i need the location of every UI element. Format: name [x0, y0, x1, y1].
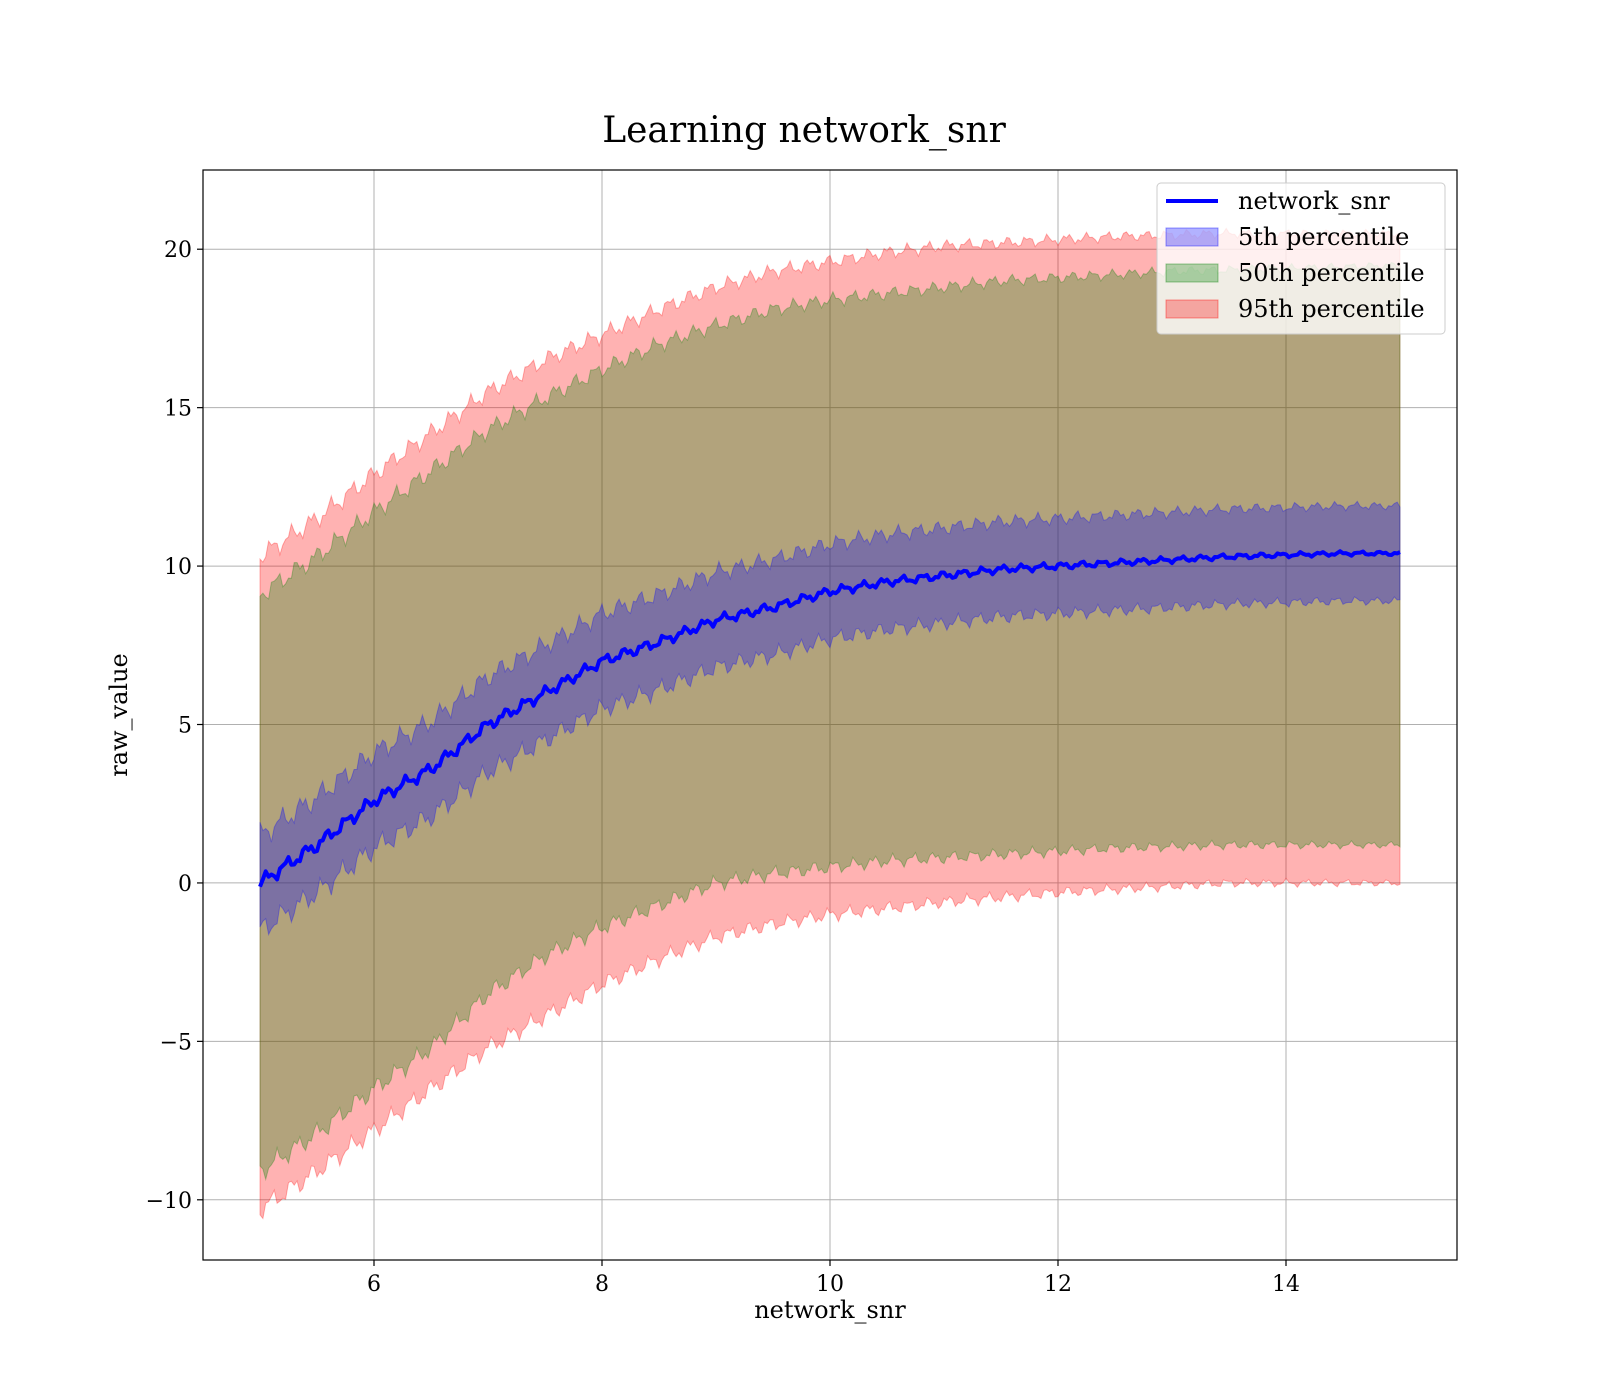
grid — [203, 170, 1457, 1260]
y-tick-label: 0 — [178, 872, 192, 897]
x-tick-label: 6 — [367, 1272, 381, 1297]
legend: network_snr 5th percentile 50th percentile… — [1156, 182, 1446, 335]
y-axis-label: raw_value — [105, 653, 133, 777]
lines — [258, 549, 1401, 888]
legend-label: network_snr — [1238, 187, 1390, 215]
y-ticks: −10 −5 0 5 10 15 20 — [146, 238, 203, 1214]
x-tick-label: 10 — [816, 1272, 844, 1297]
legend-swatch-band — [1165, 227, 1219, 247]
legend-label: 95th percentile — [1238, 295, 1425, 323]
x-ticks: 6 8 10 12 14 — [367, 1260, 1300, 1297]
chart-title: Learning network_snr — [602, 110, 1006, 151]
legend-label: 50th percentile — [1238, 259, 1425, 287]
series-line-network-snr — [258, 549, 1401, 888]
y-tick-label: −10 — [146, 1189, 192, 1214]
band-95th-percentile — [259, 227, 1401, 1220]
y-tick-label: 20 — [164, 238, 192, 263]
x-axis-label: network_snr — [754, 1296, 906, 1324]
legend-swatch-band — [1165, 299, 1219, 319]
x-tick-label: 12 — [1044, 1272, 1072, 1297]
y-tick-label: 15 — [164, 397, 192, 422]
legend-box — [1156, 182, 1446, 335]
legend-swatch-band — [1165, 263, 1219, 283]
x-tick-label: 8 — [595, 1272, 609, 1297]
x-tick-label: 14 — [1272, 1272, 1300, 1297]
bands — [259, 227, 1401, 1220]
y-tick-label: 10 — [164, 555, 192, 580]
y-tick-label: −5 — [160, 1030, 192, 1055]
band-5th-percentile — [259, 500, 1401, 937]
legend-label: 5th percentile — [1238, 223, 1409, 251]
band-50th-percentile — [259, 261, 1401, 1182]
y-tick-label: 5 — [178, 714, 192, 739]
